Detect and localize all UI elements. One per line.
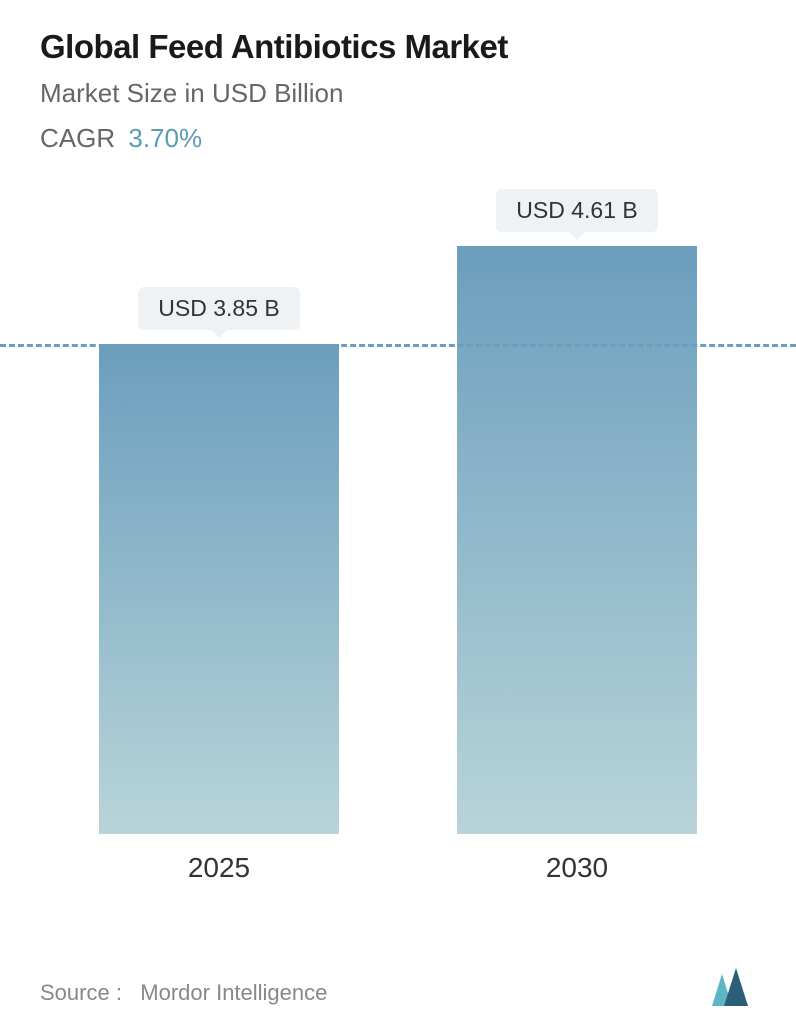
cagr-label: CAGR [40, 123, 115, 153]
bar-2030 [457, 246, 697, 834]
bar-group-2030: USD 4.61 B [437, 189, 717, 834]
chart-footer: Source : Mordor Intelligence [40, 966, 756, 1006]
chart-header: Global Feed Antibiotics Market Market Si… [0, 0, 796, 154]
cagr-value: 3.70% [128, 123, 202, 153]
x-axis-labels: 2025 2030 [40, 852, 756, 884]
cagr-row: CAGR 3.70% [40, 123, 756, 154]
value-label-2025: USD 3.85 B [138, 287, 299, 330]
x-label-2025: 2025 [79, 852, 359, 884]
source-name: Mordor Intelligence [140, 980, 327, 1005]
chart-title: Global Feed Antibiotics Market [40, 28, 756, 66]
value-label-2030: USD 4.61 B [496, 189, 657, 232]
bar-group-2025: USD 3.85 B [79, 287, 359, 834]
x-label-2030: 2030 [437, 852, 717, 884]
source-text: Source : Mordor Intelligence [40, 980, 327, 1006]
mordor-logo-icon [698, 966, 756, 1006]
logo-front-shape [724, 968, 748, 1006]
bars-container: USD 3.85 B USD 4.61 B [40, 214, 756, 834]
source-label: Source : [40, 980, 122, 1005]
chart-subtitle: Market Size in USD Billion [40, 78, 756, 109]
bar-2025 [99, 344, 339, 834]
chart-area: USD 3.85 B USD 4.61 B 2025 2030 [40, 214, 756, 884]
reference-dashed-line [0, 344, 796, 347]
